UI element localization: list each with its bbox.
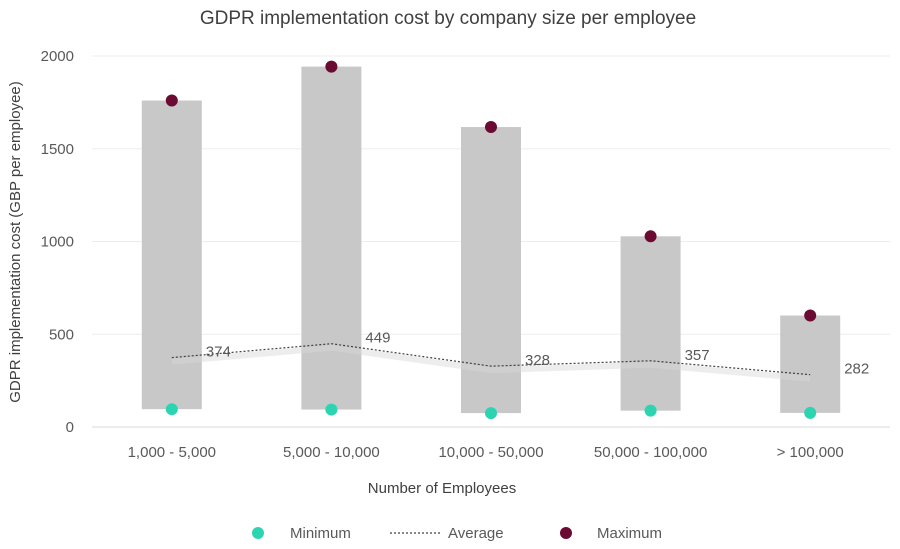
range-bar xyxy=(301,66,362,410)
average-line-shadow xyxy=(171,344,811,382)
x-axis-label: Number of Employees xyxy=(368,480,516,497)
range-bar xyxy=(620,236,681,411)
average-series xyxy=(171,343,811,382)
y-tick-label: 0 xyxy=(66,419,74,436)
min-point xyxy=(325,403,338,416)
x-tick-label: > 100,000 xyxy=(777,444,844,461)
average-line xyxy=(171,343,811,376)
average-data-label: 328 xyxy=(525,352,550,369)
y-tick-labels: 0 500 1000 1500 2000 xyxy=(41,48,74,436)
x-tick-label: 50,000 - 100,000 xyxy=(594,444,707,461)
average-data-label: 374 xyxy=(206,344,231,361)
min-point xyxy=(485,407,497,420)
min-point xyxy=(804,406,817,419)
data-labels: 374 449 328 357 282 xyxy=(206,330,869,378)
legend-marker-minimum xyxy=(252,527,264,539)
x-tick-labels: 1,000 - 5,000 5,000 - 10,000 10,000 - 50,0… xyxy=(128,444,844,461)
x-tick-label: 10,000 - 50,000 xyxy=(438,444,543,461)
chart-title: GDPR implementation cost by company size… xyxy=(200,8,696,29)
average-data-label: 357 xyxy=(685,347,710,364)
legend-marker-maximum xyxy=(560,527,572,539)
x-tick-label: 1,000 - 5,000 xyxy=(128,444,216,461)
range-bar xyxy=(780,315,841,413)
average-data-label: 449 xyxy=(365,330,390,347)
min-points xyxy=(165,403,817,420)
legend-label-minimum: Minimum xyxy=(290,525,351,542)
max-point xyxy=(804,309,817,322)
max-point xyxy=(165,94,178,107)
range-bar xyxy=(141,100,202,410)
y-tick-label: 2000 xyxy=(41,48,74,65)
y-tick-label: 1000 xyxy=(41,234,74,251)
min-point xyxy=(644,404,657,417)
y-axis-label: GDPR implementation cost (GBP per employ… xyxy=(7,81,24,403)
max-point xyxy=(485,121,497,134)
legend: Minimum Average Maximum xyxy=(252,525,662,542)
min-point xyxy=(165,403,178,416)
x-tick-label: 5,000 - 10,000 xyxy=(283,444,380,461)
max-point xyxy=(325,60,338,73)
legend-label-average: Average xyxy=(448,525,504,542)
max-points xyxy=(165,60,817,322)
max-point xyxy=(644,230,657,243)
y-tick-label: 500 xyxy=(49,326,74,343)
legend-label-maximum: Maximum xyxy=(597,525,662,542)
range-bars xyxy=(141,66,841,414)
y-tick-label: 1500 xyxy=(41,141,74,158)
average-data-label: 282 xyxy=(844,361,869,378)
